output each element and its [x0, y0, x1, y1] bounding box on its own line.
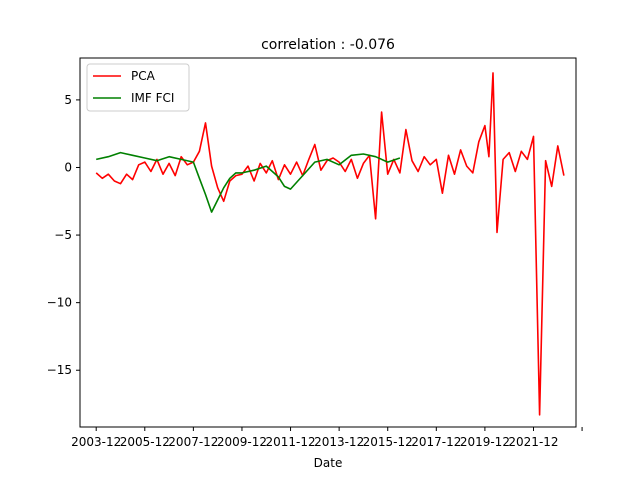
x-tick-label: 2005-12	[120, 435, 170, 449]
x-tick-label: 2019-12	[460, 435, 510, 449]
chart-title: correlation : -0.076	[261, 37, 395, 53]
x-tick-label: 2009-12	[217, 435, 267, 449]
x-tick-label: 2003-12	[71, 435, 121, 449]
y-tick-label: −10	[47, 296, 72, 310]
series-layer	[95, 72, 565, 416]
x-tick-label: 2017-12	[411, 435, 461, 449]
series-line-pca	[95, 72, 565, 416]
x-tick-label: 2013-12	[314, 435, 364, 449]
x-tick-label: 2011-12	[265, 435, 315, 449]
x-tick-label: 2007-12	[168, 435, 218, 449]
series-line-imf-fci	[96, 151, 401, 213]
legend: PCA IMF FCI	[86, 63, 190, 112]
x-tick-label: 2015-12	[363, 435, 413, 449]
y-tick-label: −5	[54, 228, 72, 242]
legend-label: PCA	[131, 69, 156, 83]
legend-label: IMF FCI	[131, 91, 174, 105]
x-axis-label: Date	[314, 456, 343, 470]
y-tick-label: −15	[47, 363, 72, 377]
y-axis: 5 0 −5 −10 −15	[47, 93, 80, 377]
axes-frame	[79, 57, 577, 428]
y-tick-label: 0	[64, 160, 72, 174]
x-axis: 2003-122005-122007-122009-122011-122013-…	[71, 427, 583, 449]
y-tick-label: 5	[64, 93, 72, 107]
x-tick-label: 2021-12	[508, 435, 558, 449]
